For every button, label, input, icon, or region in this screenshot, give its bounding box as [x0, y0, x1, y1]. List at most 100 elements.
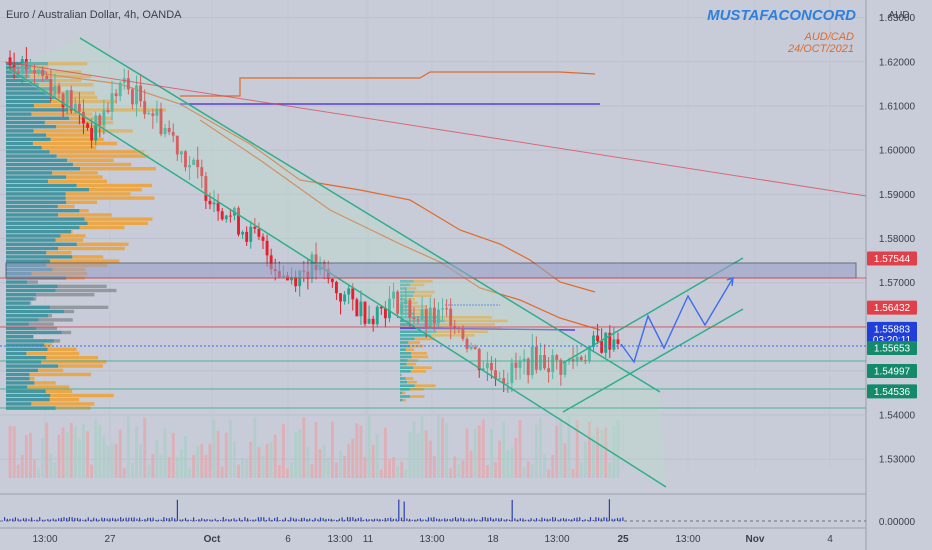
price-tick-label: 1.62000: [879, 57, 916, 68]
volume-bar: [82, 423, 85, 478]
indicator-bar: [101, 517, 103, 521]
volume-profile-bar: [46, 251, 72, 255]
indicator-bar: [290, 517, 292, 521]
volume-bar: [20, 454, 24, 478]
candle-body: [24, 59, 28, 71]
candle-body: [522, 358, 526, 362]
volume-bar: [432, 456, 436, 478]
candle-body: [351, 288, 355, 300]
candle-body: [237, 207, 240, 235]
indicator-bar: [314, 517, 316, 521]
indicator-bar: [147, 517, 149, 521]
volume-bar: [261, 456, 265, 478]
time-axis-pane[interactable]: [0, 528, 866, 550]
volume-bar: [73, 426, 77, 478]
volume-bar: [555, 425, 559, 478]
price-tick-label: 1.58000: [879, 234, 916, 245]
volume-bar: [171, 432, 175, 478]
indicator-bar: [301, 517, 303, 521]
indicator-bar: [112, 517, 114, 521]
currency-label: AUD: [888, 10, 909, 21]
indicator-bar: [441, 519, 443, 521]
candle-body: [551, 355, 555, 373]
indicator-bar: [568, 519, 570, 521]
price-axis-pane[interactable]: [866, 0, 932, 550]
price-badge-level-3: 1.55653: [867, 341, 917, 356]
volume-bar: [379, 469, 383, 478]
volume-profile-bar: [400, 319, 445, 323]
indicator-bar: [311, 519, 313, 521]
candle-body: [8, 57, 12, 66]
volume-profile-bar: [6, 116, 70, 120]
candle-body: [184, 151, 187, 168]
volume-bar: [485, 464, 489, 478]
indicator-bar: [4, 517, 6, 521]
volume-profile-bar: [6, 154, 57, 158]
candle-body: [600, 341, 604, 353]
candle-body: [575, 356, 579, 362]
candle-body: [135, 85, 138, 105]
indicator-bar: [454, 517, 457, 521]
volume-bar: [151, 454, 155, 478]
indicator-bar: [554, 517, 556, 521]
volume-profile-bar: [54, 339, 61, 343]
candle-body: [216, 202, 220, 212]
volume-profile-bar: [400, 395, 411, 398]
candle-body: [498, 378, 502, 380]
volume-profile-bar: [6, 196, 66, 200]
indicator-bar: [444, 518, 446, 521]
time-tick-label: 13:00: [544, 534, 569, 545]
time-tick-label: 13:00: [419, 534, 444, 545]
volume-profile-bar: [6, 330, 62, 335]
volume-profile-bar: [6, 204, 58, 209]
indicator-bar: [576, 517, 578, 521]
indicator-bar: [295, 518, 297, 521]
indicator-bar: [490, 517, 492, 521]
indicator-bar: [155, 519, 157, 521]
volume-bar: [428, 440, 432, 478]
candle-body: [347, 288, 351, 295]
indicator-bar: [238, 517, 241, 521]
candle-body: [481, 368, 485, 371]
indicator-bar: [241, 519, 243, 521]
candle-body: [253, 226, 257, 229]
volume-profile-bar: [41, 360, 107, 364]
indicator-bar: [317, 519, 319, 521]
candle-body: [155, 108, 159, 116]
volume-profile-bar: [413, 366, 432, 369]
volume-bar: [571, 468, 575, 478]
candle-body: [379, 306, 383, 309]
volume-bar: [383, 427, 387, 478]
volume-profile-bar: [66, 200, 98, 204]
volume-profile-bar: [56, 125, 106, 129]
volume-bar: [41, 438, 45, 478]
indicator-bar: [392, 518, 394, 521]
volume-profile-bar: [6, 301, 30, 305]
indicator-bar: [549, 518, 551, 521]
indicator-bar: [436, 518, 438, 521]
indicator-bar: [233, 518, 235, 521]
indicator-bar: [214, 518, 216, 521]
volume-profile-bar: [76, 183, 152, 188]
indicator-bar: [492, 518, 494, 521]
indicator-bar: [384, 518, 386, 521]
indicator-bar: [565, 518, 567, 521]
indicator-bar: [430, 517, 432, 521]
indicator-bar: [387, 518, 389, 521]
candle-body: [383, 308, 387, 319]
indicator-bar: [606, 517, 608, 521]
indicator-bar: [55, 519, 57, 521]
candle-body: [388, 298, 391, 319]
indicator-bar: [49, 519, 52, 521]
volume-bar: [388, 459, 391, 478]
volume-bar: [604, 427, 608, 478]
symbol-title[interactable]: Euro / Australian Dollar, 4h, OANDA: [6, 9, 182, 21]
volume-profile-bar: [6, 293, 37, 297]
orange-lower-band: [199, 119, 601, 331]
volume-profile-bar: [34, 381, 56, 385]
candle-body: [469, 347, 473, 349]
indicator-bar: [95, 518, 97, 521]
candle-body: [343, 294, 347, 302]
